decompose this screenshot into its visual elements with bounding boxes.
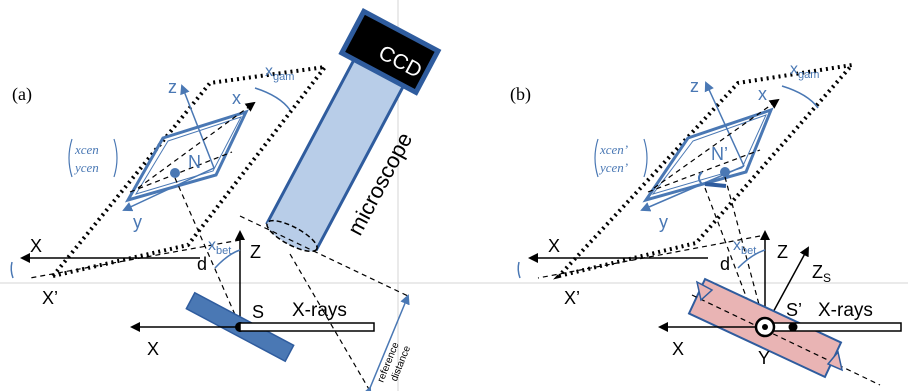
x-bet-label: xbet <box>733 237 756 257</box>
axis-x-prime-label: X’ <box>564 288 580 308</box>
sample-plate <box>124 109 249 203</box>
plate-z-axis <box>180 84 215 169</box>
shifted-point-arc <box>698 171 703 185</box>
microscope-lens <box>266 219 318 253</box>
axis-z-label: Z <box>777 242 788 262</box>
x-bet-label: xbet <box>208 237 231 257</box>
x-gam-label: xgam <box>265 63 294 83</box>
panel-a-label: (a) <box>12 84 32 105</box>
point-n-prime-marker <box>720 167 730 177</box>
plate-x-label: x <box>232 88 241 108</box>
plate-diagonal <box>129 151 233 193</box>
matrix-xcen-prime: xcen’ <box>599 142 628 157</box>
point-n-label: N <box>188 152 201 172</box>
sample-plate <box>642 107 774 203</box>
sample-point-s-prime <box>788 322 798 332</box>
s-prime-label: S’ <box>786 300 802 320</box>
plate-y-label: y <box>659 212 668 232</box>
rotation-arrow-top <box>695 280 714 302</box>
sample-plate-inner <box>651 114 767 195</box>
matrix-bracket-right <box>643 138 648 178</box>
matrix-ycen: ycen <box>73 160 99 175</box>
axis-z-label: Z <box>250 242 261 262</box>
axis-x-prime <box>537 235 761 279</box>
plate-z-axis <box>704 81 745 167</box>
plate-y-axis <box>122 167 215 212</box>
axis-x-label: X <box>30 236 42 256</box>
point-n-prime-ray <box>724 176 766 328</box>
x-gam-arc <box>254 87 291 111</box>
plate-x-label: x <box>758 84 767 104</box>
axis-x-bottom-label: X <box>147 339 159 359</box>
axis-x-bottom-label: X <box>672 339 684 359</box>
matrix-xcen: xcen <box>74 142 99 157</box>
axis-zs-label: ZS <box>812 262 831 285</box>
sample-long-axis <box>691 294 881 386</box>
panel-b: (b) z x y N’ xgam xcen’ ycen’ X X’ Z ZS <box>510 61 902 386</box>
reference-arrow <box>362 294 410 391</box>
x-prime-arc <box>517 261 521 279</box>
sample-plate-inner <box>134 116 243 195</box>
axis-x-prime-label: X’ <box>42 288 58 308</box>
matrix-ycen-prime: ycen’ <box>598 160 628 175</box>
matrix-bracket-right <box>113 138 118 178</box>
xrays-label: X-rays <box>818 300 873 321</box>
plate-z-label: z <box>690 76 699 96</box>
xrays-label: X-rays <box>292 300 347 321</box>
microscope-axis <box>239 215 409 297</box>
plate-x-axis <box>137 101 256 189</box>
xray-beam <box>239 322 375 332</box>
x-bet-arc <box>737 249 766 269</box>
x-bet-arc <box>214 249 241 269</box>
shift-arrow <box>704 182 727 188</box>
point-n-prime-label: N’ <box>711 144 728 164</box>
x-gam-label: xgam <box>790 61 819 81</box>
point-n-marker <box>170 168 180 178</box>
plate-y-label: y <box>133 212 142 232</box>
axis-x-label: X <box>548 236 560 256</box>
rotation-arrow-bottom <box>826 350 844 372</box>
ccd-box <box>338 8 442 96</box>
microscope <box>265 8 442 253</box>
d-label: d <box>197 254 207 274</box>
matrix-bracket-left <box>68 138 73 178</box>
x-prime-arc <box>10 261 14 279</box>
x-gam-arc <box>781 85 819 109</box>
panel-b-label: (b) <box>510 84 531 105</box>
plate-x-axis <box>653 98 780 189</box>
y-axis-dot <box>762 324 768 330</box>
d-label: d <box>720 254 730 274</box>
panel-a: (a) z x y N xgam xcen ycen X X’ Z xbet <box>10 8 442 391</box>
plate-z-label: z <box>168 77 177 97</box>
plate-diagonal <box>647 149 761 193</box>
s-label: S <box>252 302 264 322</box>
matrix-bracket-left <box>594 138 599 178</box>
reference-label: reference distance <box>376 338 414 388</box>
xray-beam <box>764 322 902 332</box>
y-axis-label: Y <box>758 348 770 368</box>
